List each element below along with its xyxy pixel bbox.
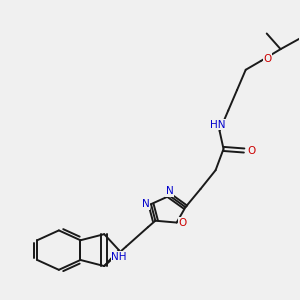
Text: N: N <box>166 186 173 197</box>
Text: HN: HN <box>210 120 225 130</box>
Text: N: N <box>142 199 149 209</box>
Text: O: O <box>247 146 255 155</box>
Text: O: O <box>178 218 186 228</box>
Text: O: O <box>263 53 272 64</box>
Text: NH: NH <box>111 252 127 262</box>
